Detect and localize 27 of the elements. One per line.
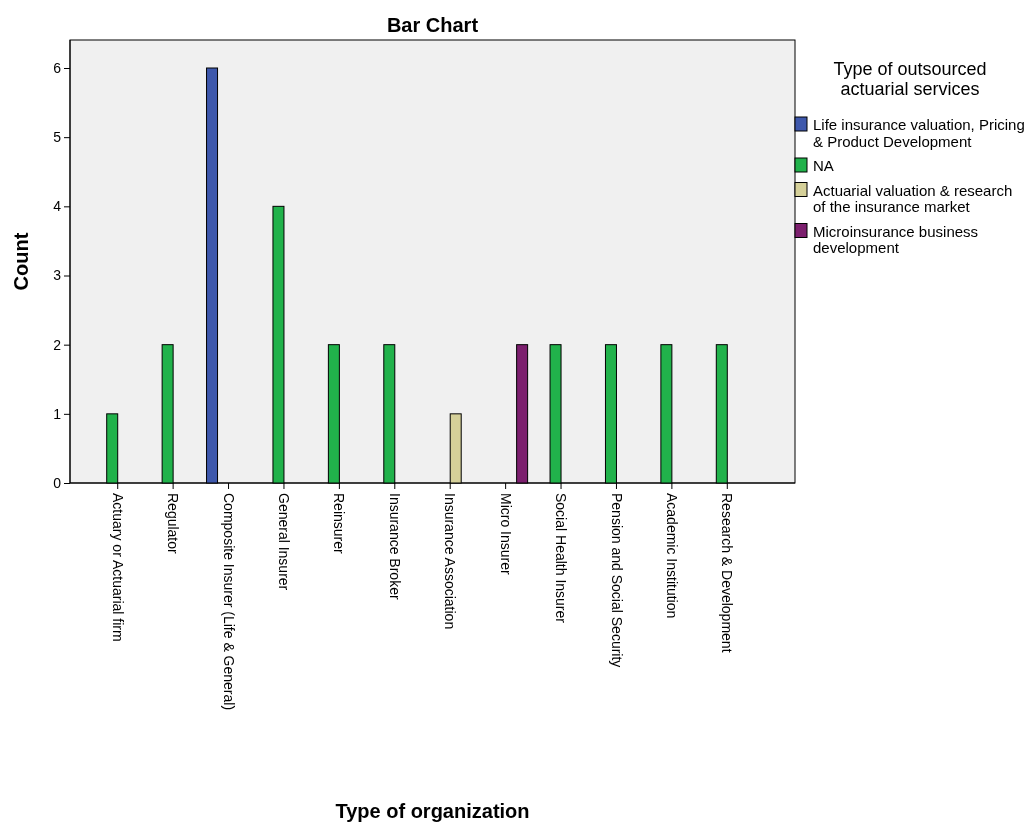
legend-label: Microinsurance business development xyxy=(813,222,979,256)
x-tick-label: General Insurer xyxy=(276,493,293,591)
y-tick-label: 6 xyxy=(53,59,62,76)
y-tick-label: 2 xyxy=(53,336,62,353)
x-tick-label: Actuary or Actuarial firm xyxy=(109,493,126,642)
x-tick-label: Insurance Broker xyxy=(386,493,403,600)
x-tick-label: Regulator xyxy=(165,493,182,555)
x-tick-label: Insurance Association xyxy=(442,493,459,630)
y-axis-title: Count xyxy=(10,232,32,291)
y-tick-label: 1 xyxy=(53,405,62,422)
legend-title: Type of outsourced actuarial services xyxy=(833,59,987,99)
x-tick-label: Social Health Insurer xyxy=(553,493,570,624)
x-tick-label: Pension and Social Security xyxy=(608,493,625,668)
x-tick-label: Micro Insurer xyxy=(497,493,514,576)
y-tick-label: 5 xyxy=(53,129,62,146)
y-tick-label: 3 xyxy=(53,267,62,284)
x-tick-label: Research & Development xyxy=(719,493,736,653)
chart-title: Bar Chart xyxy=(386,14,479,36)
legend-label: Actuarial valuation & research of the insurance market xyxy=(813,181,1013,215)
legend-label: Life insurance valuation, Pricing & Product Development xyxy=(813,116,1025,150)
x-tick-label: Academic Institution xyxy=(663,493,680,619)
x-axis-title: Type of organization xyxy=(335,800,530,822)
y-tick-label: 4 xyxy=(53,198,62,215)
y-tick-label: 0 xyxy=(53,474,62,491)
x-tick-label: Composite Insurer (Life & General) xyxy=(220,493,237,711)
legend-label: NA xyxy=(813,157,834,174)
x-tick-label: Reinsurer xyxy=(331,493,348,555)
